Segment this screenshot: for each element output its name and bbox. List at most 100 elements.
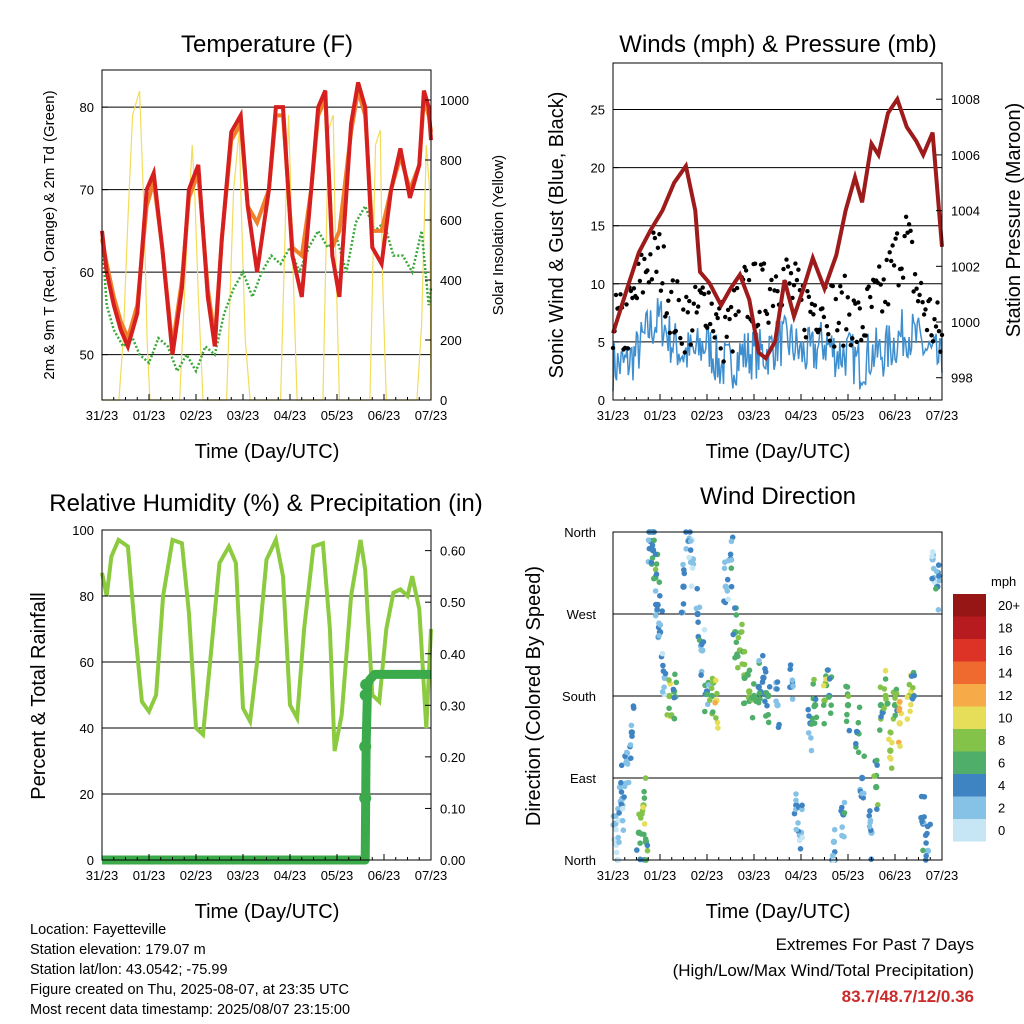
colorbar-tick-label: 10 xyxy=(998,711,1012,726)
gust-point xyxy=(714,312,719,317)
direction-point xyxy=(826,694,832,700)
x-tick-label: 07/23 xyxy=(415,868,448,883)
y2-tick-label: 600 xyxy=(440,213,462,228)
direction-point xyxy=(704,701,711,708)
gust-point xyxy=(685,310,690,315)
precip-point xyxy=(359,792,372,805)
y2-tick-label: 1008 xyxy=(951,92,980,107)
direction-point xyxy=(839,832,845,839)
y2-tick-label: 998 xyxy=(951,371,973,386)
gust-point xyxy=(803,335,809,340)
gust-point xyxy=(880,309,885,314)
direction-point xyxy=(653,561,660,567)
direction-point xyxy=(889,739,895,746)
y2-tick-label: 1004 xyxy=(951,204,980,219)
direction-point xyxy=(666,705,672,712)
direction-point xyxy=(645,537,652,543)
direction-point xyxy=(641,788,647,795)
direction-point xyxy=(735,634,742,641)
gust-point xyxy=(894,231,900,236)
y-tick-label: 40 xyxy=(80,721,94,736)
direction-point xyxy=(793,797,799,804)
gust-point xyxy=(770,303,776,309)
gust-point xyxy=(914,286,919,291)
direction-point xyxy=(724,588,731,594)
gust-point xyxy=(781,266,786,272)
y2-tick-label: 1000 xyxy=(951,315,980,330)
precip-point xyxy=(359,689,372,701)
direction-point xyxy=(629,733,635,739)
direction-point xyxy=(755,699,762,706)
direction-point xyxy=(846,727,853,734)
gust-point xyxy=(715,315,720,321)
x-tick-label: 05/23 xyxy=(321,408,354,423)
direction-point xyxy=(639,811,645,817)
direction-point xyxy=(642,836,649,842)
direction-point xyxy=(648,559,655,566)
direction-point xyxy=(619,805,626,812)
direction-point xyxy=(756,690,763,697)
direction-point xyxy=(700,639,707,645)
direction-point xyxy=(739,629,745,635)
latlon-line: Station lat/lon: 43.0542; -75.99 xyxy=(30,962,228,978)
direction-point xyxy=(680,601,687,607)
direction-point xyxy=(874,806,880,812)
x-tick-label: 05/23 xyxy=(832,868,865,883)
direction-point xyxy=(687,547,694,553)
direction-point xyxy=(881,705,887,712)
direction-point xyxy=(649,542,656,548)
gust-point xyxy=(736,309,741,314)
direction-point xyxy=(911,693,917,699)
gust-point xyxy=(883,299,888,305)
direction-point xyxy=(825,667,831,673)
gust-point xyxy=(655,245,661,250)
direction-point xyxy=(896,707,902,714)
x-tick-label: 06/23 xyxy=(879,408,912,423)
gust-point xyxy=(844,327,849,332)
direction-point xyxy=(651,537,657,544)
direction-point xyxy=(714,719,721,726)
gust-point xyxy=(649,277,655,282)
colorbar-tick-label: 4 xyxy=(998,778,1005,793)
colorbar-tick-label: 6 xyxy=(998,756,1005,771)
x-tick-label: 07/23 xyxy=(926,408,959,423)
direction-point xyxy=(613,849,620,856)
direction-point xyxy=(644,842,651,849)
direction-point xyxy=(623,780,629,786)
gust-point xyxy=(802,327,807,333)
gust-point xyxy=(773,274,779,279)
y2-tick-label: 1002 xyxy=(951,259,980,274)
gust-point xyxy=(769,277,774,283)
direction-point xyxy=(694,585,700,592)
sonic-wind-line xyxy=(612,298,943,392)
x-tick-label: 04/23 xyxy=(274,868,307,883)
direction-point xyxy=(687,538,694,544)
direction-point xyxy=(855,749,862,756)
direction-point xyxy=(762,669,769,675)
gust-point xyxy=(820,306,825,311)
direction-point xyxy=(897,698,903,705)
direction-point xyxy=(893,686,900,693)
gust-point xyxy=(673,328,678,334)
direction-point xyxy=(910,684,916,691)
gust-point xyxy=(899,266,904,271)
direction-point xyxy=(680,561,686,568)
direction-point xyxy=(688,583,695,589)
gust-point xyxy=(877,264,882,269)
direction-point xyxy=(698,672,704,678)
direction-point xyxy=(657,593,663,599)
x-tick-label: 31/23 xyxy=(597,408,630,423)
x-tick-label: 06/23 xyxy=(368,868,401,883)
direction-point xyxy=(671,715,678,722)
direction-point xyxy=(695,619,701,625)
direction-point xyxy=(710,709,716,715)
gust-point xyxy=(642,256,647,262)
gust-point xyxy=(728,304,734,310)
gust-point xyxy=(646,280,652,285)
x-tick-label: 07/23 xyxy=(415,408,448,423)
colorbar-swatch xyxy=(953,819,986,842)
gust-point xyxy=(613,292,619,298)
direction-point xyxy=(760,652,766,659)
direction-point xyxy=(829,852,836,859)
direction-point xyxy=(765,711,771,718)
